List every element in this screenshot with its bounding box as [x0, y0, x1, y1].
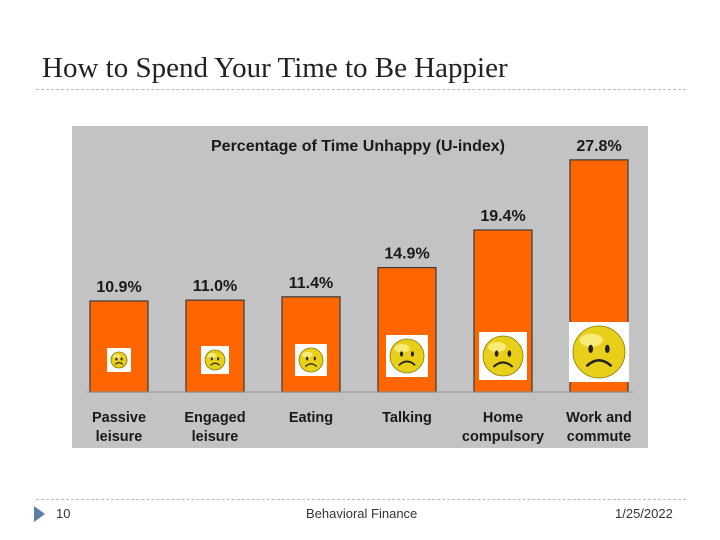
slide-title: How to Spend Your Time to Be Happier [42, 52, 508, 84]
footer-course-name: Behavioral Finance [306, 506, 418, 521]
data-label: 19.4% [480, 208, 525, 225]
category-label: Home [483, 410, 523, 426]
data-label: 27.8% [576, 138, 621, 155]
data-label: 10.9% [96, 279, 141, 296]
category-label: leisure [192, 429, 239, 445]
sad-face-icon [569, 322, 629, 382]
u-index-bar-chart: Percentage of Time Unhappy (U-index) 10.… [72, 126, 648, 448]
chart-title: Percentage of Time Unhappy (U-index) [211, 138, 505, 155]
category-label: Engaged [184, 410, 245, 426]
title-divider [36, 89, 686, 90]
footer-date: 1/25/2022 [615, 506, 673, 521]
sad-face-icon [295, 344, 327, 376]
page-number: 10 [56, 506, 71, 521]
sad-face-icon [201, 346, 229, 374]
footer-divider [36, 499, 686, 500]
data-label: 14.9% [384, 246, 429, 263]
category-label: commute [567, 429, 631, 445]
category-label: Passive [92, 410, 146, 426]
category-label: Eating [289, 410, 333, 426]
category-label: compulsory [462, 429, 544, 445]
data-label: 11.4% [289, 275, 333, 292]
category-label: Talking [382, 410, 432, 426]
sad-face-icon [479, 332, 527, 380]
bar [89, 300, 149, 393]
category-label: Work and [566, 410, 632, 426]
chart-background [72, 126, 648, 448]
data-label: 11.0% [193, 278, 237, 295]
sad-face-icon [386, 335, 428, 377]
category-label: leisure [96, 429, 143, 445]
bullet-arrow-icon [34, 506, 45, 522]
bars-layer: 10.9% Passive leisure 11.0% Engaged leisure 11… [86, 138, 634, 445]
sad-face-icon [107, 348, 131, 372]
